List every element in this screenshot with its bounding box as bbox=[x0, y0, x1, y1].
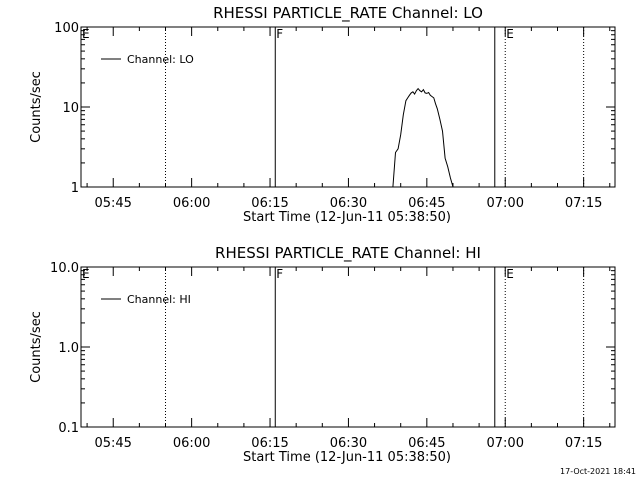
event-label: E bbox=[506, 267, 514, 281]
x-tick-label: 06:30 bbox=[330, 436, 367, 451]
x-tick-label: 06:45 bbox=[408, 196, 445, 211]
legend-entry: Channel: LO bbox=[127, 53, 194, 66]
y-tick-label: 1 bbox=[71, 181, 79, 196]
y-axis-label: Counts/sec bbox=[29, 311, 44, 383]
x-tick-label: 06:45 bbox=[408, 436, 445, 451]
x-axis-label: Start Time (12-Jun-11 05:38:50) bbox=[243, 210, 451, 225]
event-label: F bbox=[276, 267, 283, 281]
event-label: E bbox=[506, 27, 514, 41]
plot-frame bbox=[80, 26, 616, 188]
x-tick-label: 07:00 bbox=[487, 436, 524, 451]
chart-title: RHESSI PARTICLE_RATE Channel: HI bbox=[215, 244, 481, 263]
x-tick-label: 06:00 bbox=[173, 436, 210, 451]
panel-hi: RHESSI PARTICLE_RATE Channel: HI 0.1 1.0 10… bbox=[29, 244, 616, 465]
footer-timestamp: 17-Oct-2021 18:41 bbox=[560, 467, 636, 476]
y-axis-label: Counts/sec bbox=[29, 71, 44, 143]
y-tick-label: 10.0 bbox=[50, 261, 79, 276]
x-tick-label: 05:45 bbox=[94, 196, 131, 211]
chart-title: RHESSI PARTICLE_RATE Channel: LO bbox=[213, 4, 483, 23]
y-tick-label: 10 bbox=[62, 101, 79, 116]
corner-label: E bbox=[82, 27, 90, 41]
x-tick-label: 06:15 bbox=[251, 196, 288, 211]
panel-lo: RHESSI PARTICLE_RATE Channel: LO 1 10 100 05… bbox=[29, 4, 616, 225]
x-tick-label: 07:15 bbox=[565, 436, 602, 451]
x-tick-label: 06:15 bbox=[251, 436, 288, 451]
x-tick-label: 06:00 bbox=[173, 196, 210, 211]
x-tick-label: 07:15 bbox=[565, 196, 602, 211]
y-tick-label: 0.1 bbox=[58, 421, 79, 436]
series-line bbox=[392, 87, 454, 188]
plot-frame bbox=[80, 266, 616, 428]
y-tick-label: 100 bbox=[54, 21, 79, 36]
x-tick-label: 05:45 bbox=[94, 436, 131, 451]
corner-label: E bbox=[82, 267, 90, 281]
x-tick-label: 07:00 bbox=[487, 196, 524, 211]
x-tick-label: 06:30 bbox=[330, 196, 367, 211]
x-axis-label: Start Time (12-Jun-11 05:38:50) bbox=[243, 450, 451, 465]
legend-entry: Channel: HI bbox=[127, 293, 191, 306]
y-tick-label: 1.0 bbox=[58, 341, 79, 356]
event-label: F bbox=[276, 27, 283, 41]
